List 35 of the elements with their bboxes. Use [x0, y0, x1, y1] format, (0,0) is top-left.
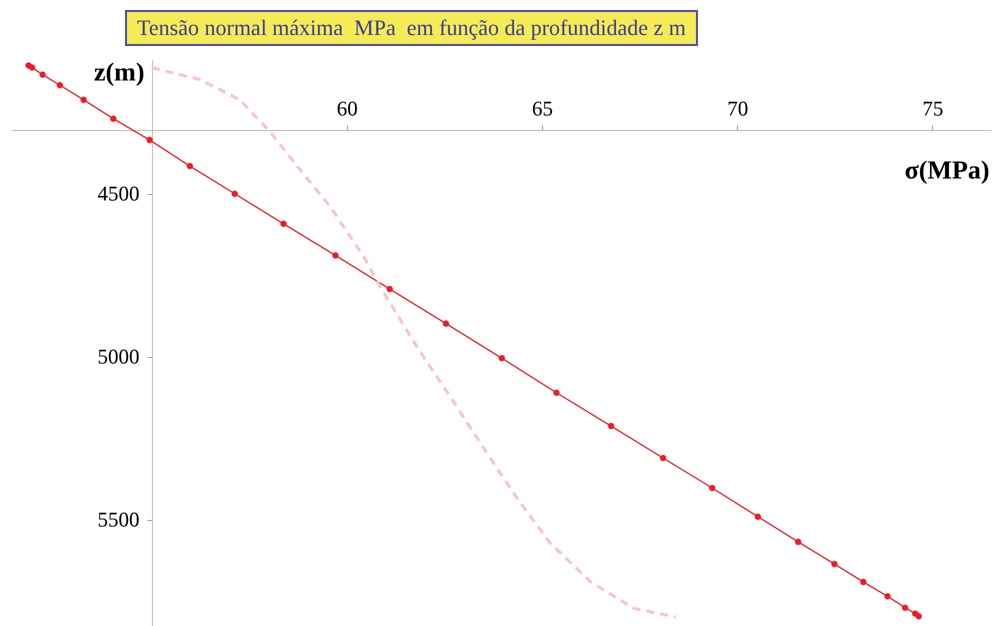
point	[28, 64, 36, 71]
point	[884, 593, 891, 600]
point	[110, 116, 116, 122]
point	[186, 162, 193, 170]
y-tick-label: 5500	[98, 507, 140, 532]
point	[56, 82, 63, 88]
point	[146, 136, 153, 144]
point	[332, 252, 339, 259]
x-tick-label: 70	[727, 96, 748, 120]
point	[386, 286, 393, 292]
chart-title: Tensão normal máxima MPa em função da profundidade z m	[125, 10, 698, 46]
point	[916, 613, 922, 620]
point	[280, 220, 287, 227]
point	[860, 578, 866, 586]
point	[442, 320, 450, 327]
point	[498, 355, 505, 362]
point	[754, 514, 762, 520]
y-axis-title: z(m)	[94, 58, 144, 86]
point	[553, 390, 560, 396]
x-tick-label: 65	[532, 96, 553, 120]
line-series	[150, 66, 678, 618]
point	[709, 484, 716, 492]
point	[831, 560, 838, 568]
x-axis-title: σ(MPa)	[904, 156, 990, 184]
point	[794, 538, 802, 545]
point	[232, 190, 238, 197]
y-tick-label: 5000	[98, 344, 140, 368]
point	[660, 454, 666, 462]
x-tick-label: 60	[336, 96, 358, 120]
point	[902, 604, 908, 611]
x-tick-label: 75	[922, 96, 944, 120]
y-tick-label: 4500	[98, 181, 140, 206]
point	[608, 422, 614, 430]
point	[39, 72, 46, 78]
point	[80, 96, 87, 103]
